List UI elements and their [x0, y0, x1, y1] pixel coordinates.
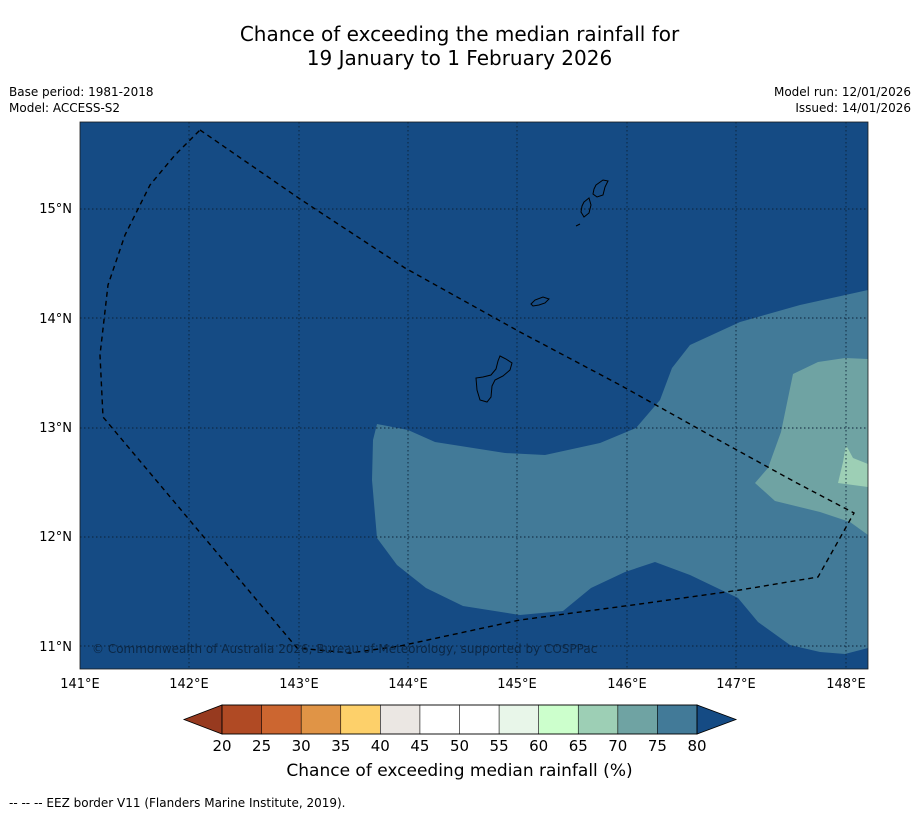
latitude-labels: 15°N 14°N 13°N 12°N 11°N — [39, 202, 72, 655]
longitude-labels: 141°E 142°E 143°E 144°E 145°E 146°E 147°… — [60, 677, 866, 692]
colorbar-tick: 45 — [410, 737, 429, 755]
eez-footnote: -- -- -- EEZ border V11 (Flanders Marine… — [9, 796, 346, 810]
copyright-notice: © Commonwealth of Australia 2026, Bureau… — [92, 642, 597, 656]
colorbar-segment — [380, 704, 421, 735]
model-name: Model: ACCESS-S2 — [9, 101, 121, 115]
colorbar-tick: 75 — [648, 737, 667, 755]
lat-label: 15°N — [39, 202, 72, 217]
colorbar-segment — [498, 704, 540, 735]
meta-right: Model run: 12/01/2026 Issued: 14/01/2026 — [774, 84, 911, 116]
island-rota — [530, 296, 550, 307]
map-panel: © Commonwealth of Australia 2026, Bureau… — [80, 122, 868, 669]
colorbar-tick: 30 — [292, 737, 311, 755]
lon-label: 147°E — [716, 677, 756, 692]
colorbar-segment — [657, 704, 698, 735]
region-band — [372, 290, 868, 654]
colorbar-tick: 80 — [687, 737, 706, 755]
colorbar-segment — [261, 704, 302, 735]
title-line-2: 19 January to 1 February 2026 — [306, 46, 613, 70]
island-guam — [475, 355, 513, 403]
colorbar: 20 25 30 35 40 45 50 55 60 65 70 75 80 — [182, 704, 738, 755]
colorbar-segment — [577, 704, 619, 735]
issued-date: Issued: 14/01/2026 — [795, 101, 911, 115]
meta-left: Base period: 1981-2018 Model: ACCESS-S2 — [9, 84, 154, 116]
island-tinian — [580, 197, 592, 218]
colorbar-tick: 20 — [212, 737, 231, 755]
island-saipan — [592, 179, 609, 198]
region-core — [755, 358, 868, 535]
region-peak — [838, 445, 868, 487]
colorbar-segment — [340, 704, 381, 735]
lat-label: 12°N — [39, 530, 72, 545]
map-title: Chance of exceeding the median rainfall … — [0, 22, 919, 70]
lon-label: 148°E — [826, 677, 866, 692]
lat-label: 13°N — [39, 421, 72, 436]
colorbar-segment — [221, 704, 263, 735]
colorbar-tick: 55 — [490, 737, 509, 755]
island-aguijan — [575, 223, 581, 227]
colorbar-segments — [221, 704, 698, 735]
lon-label: 146°E — [607, 677, 647, 692]
colorbar-tick: 65 — [569, 737, 588, 755]
title-line-1: Chance of exceeding the median rainfall … — [239, 22, 680, 46]
lon-label: 145°E — [497, 677, 537, 692]
colorbar-tick: 35 — [331, 737, 350, 755]
colorbar-ticks: 20 25 30 35 40 45 50 55 60 65 70 75 80 — [212, 737, 706, 755]
lon-label: 144°E — [388, 677, 428, 692]
colorbar-under-arrow — [182, 704, 223, 735]
colorbar-segment — [419, 704, 461, 735]
map-frame — [79, 121, 869, 670]
lon-label: 142°E — [169, 677, 209, 692]
model-run: Model run: 12/01/2026 — [773, 85, 911, 99]
colorbar-over-arrow — [696, 704, 738, 735]
lat-label: 11°N — [39, 640, 72, 655]
colorbar-segment — [538, 704, 579, 735]
colorbar-segment — [459, 704, 500, 735]
colorbar-segment — [617, 704, 659, 735]
lat-label: 14°N — [39, 312, 72, 327]
colorbar-label: Chance of exceeding median rainfall (%) — [286, 761, 633, 781]
colorbar-tick: 60 — [529, 737, 548, 755]
colorbar-tick: 25 — [252, 737, 271, 755]
colorbar-segment — [300, 704, 342, 735]
lon-label: 141°E — [60, 677, 100, 692]
gridlines — [80, 122, 868, 669]
colorbar-tick: 50 — [450, 737, 469, 755]
eez-border — [99, 129, 855, 654]
islands — [475, 179, 609, 403]
colorbar-outline — [221, 704, 698, 735]
base-period: Base period: 1981-2018 — [9, 85, 154, 99]
colorbar-tick: 40 — [371, 737, 390, 755]
colorbar-tick: 70 — [608, 737, 627, 755]
lon-label: 143°E — [279, 677, 319, 692]
